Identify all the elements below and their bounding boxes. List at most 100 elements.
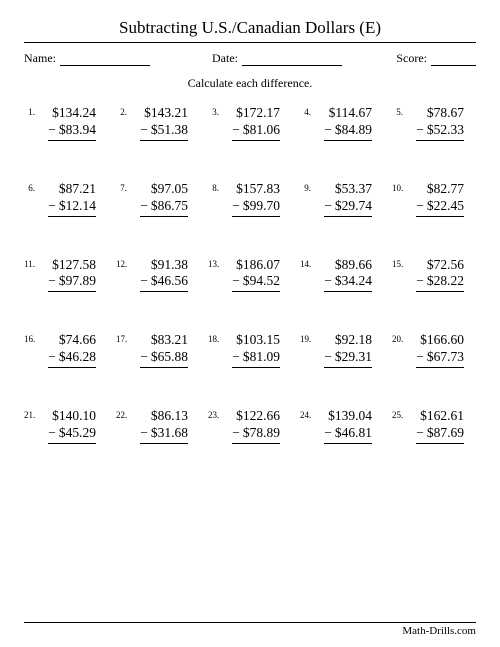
subtrahend: $46.56 [151, 273, 188, 290]
problem-number: 8. [208, 181, 222, 193]
minus-sign: − [140, 273, 148, 290]
minus-sign: − [232, 273, 240, 290]
subtrahend: $12.14 [59, 198, 96, 215]
problem-number: 10. [392, 181, 406, 193]
minus-sign: − [324, 273, 332, 290]
minuend: $162.61 [420, 408, 464, 425]
minus-sign: − [324, 122, 332, 139]
problem: 13. $186.07−$94.52 [208, 257, 292, 293]
subtrahend-row: −$94.52 [232, 273, 280, 292]
problem-number: 23. [208, 408, 222, 420]
subtrahend: $83.94 [59, 122, 96, 139]
minuend: $86.13 [151, 408, 188, 425]
subtrahend: $22.45 [427, 198, 464, 215]
problem-stack: $140.10−$45.29 [38, 408, 96, 444]
subtrahend: $99.70 [243, 198, 280, 215]
subtrahend-row: −$45.29 [48, 425, 96, 444]
subtrahend-row: −$12.14 [48, 198, 96, 217]
minuend: $91.38 [151, 257, 188, 274]
problem-stack: $103.15−$81.09 [222, 332, 280, 368]
subtrahend-row: −$52.33 [416, 122, 464, 141]
problem-number: 5. [392, 105, 406, 117]
subtrahend: $84.89 [335, 122, 372, 139]
subtrahend: $31.68 [151, 425, 188, 442]
page-title: Subtracting U.S./Canadian Dollars (E) [24, 18, 476, 38]
problem: 2.$143.21−$51.38 [116, 105, 200, 141]
subtrahend: $67.73 [427, 349, 464, 366]
minus-sign: − [140, 349, 148, 366]
subtrahend-row: −$81.09 [232, 349, 280, 368]
problem-stack: $134.24−$83.94 [38, 105, 96, 141]
date-label: Date: [212, 51, 238, 66]
minus-sign: − [416, 122, 424, 139]
problem-number: 1. [24, 105, 38, 117]
score-blank[interactable] [431, 54, 476, 66]
subtrahend-row: −$67.73 [416, 349, 464, 368]
problem-number: 13. [208, 257, 222, 269]
minuend: $127.58 [52, 257, 96, 274]
problem-number: 12. [116, 257, 130, 269]
minus-sign: − [48, 349, 56, 366]
footer: Math-Drills.com [24, 622, 476, 637]
problem-stack: $86.13−$31.68 [130, 408, 188, 444]
minuend: $87.21 [59, 181, 96, 198]
problem-number: 11. [24, 257, 38, 269]
problem-number: 25. [392, 408, 406, 420]
minus-sign: − [324, 349, 332, 366]
problem-stack: $92.18−$29.31 [314, 332, 372, 368]
problem: 4.$114.67−$84.89 [300, 105, 384, 141]
minus-sign: − [140, 122, 148, 139]
date-blank[interactable] [242, 54, 342, 66]
subtrahend: $51.38 [151, 122, 188, 139]
problem-number: 24. [300, 408, 314, 420]
minuend: $166.60 [420, 332, 464, 349]
subtrahend: $78.89 [243, 425, 280, 442]
problem-stack: $87.21−$12.14 [38, 181, 96, 217]
problem: 6.$87.21−$12.14 [24, 181, 108, 217]
subtrahend-row: −$81.06 [232, 122, 280, 141]
problem-stack: $122.66−$78.89 [222, 408, 280, 444]
subtrahend: $46.28 [59, 349, 96, 366]
subtrahend-row: −$78.89 [232, 425, 280, 444]
subtrahend-row: −$97.89 [48, 273, 96, 292]
problem-stack: $143.21−$51.38 [130, 105, 188, 141]
problem: 15.$72.56−$28.22 [392, 257, 476, 293]
minuend: $143.21 [144, 105, 188, 122]
minuend: $89.66 [335, 257, 372, 274]
problem-stack: $139.04−$46.81 [314, 408, 372, 444]
minus-sign: − [416, 273, 424, 290]
minus-sign: − [232, 349, 240, 366]
minus-sign: − [416, 425, 424, 442]
problem: 12. $91.38−$46.56 [116, 257, 200, 293]
subtrahend: $52.33 [427, 122, 464, 139]
problem-number: 16. [24, 332, 38, 344]
subtrahend-row: −$86.75 [140, 198, 188, 217]
problem: 22.$86.13−$31.68 [116, 408, 200, 444]
problem-stack: $172.17−$81.06 [222, 105, 280, 141]
instruction-text: Calculate each difference. [24, 76, 476, 91]
problems-grid: 1.$134.24−$83.942.$143.21−$51.383.$172.1… [24, 105, 476, 444]
problem: 8.$157.83−$99.70 [208, 181, 292, 217]
minuend: $186.07 [236, 257, 280, 274]
score-label: Score: [396, 51, 427, 66]
problem: 25.$162.61−$87.69 [392, 408, 476, 444]
subtrahend-row: −$84.89 [324, 122, 372, 141]
subtrahend-row: −$83.94 [48, 122, 96, 141]
meta-row: Name: Date: Score: [24, 51, 476, 66]
minus-sign: − [232, 425, 240, 442]
problem: 16.$74.66−$46.28 [24, 332, 108, 368]
minus-sign: − [48, 273, 56, 290]
subtrahend-row: −$46.81 [324, 425, 372, 444]
subtrahend-row: −$22.45 [416, 198, 464, 217]
problem-stack: $53.37−$29.74 [314, 181, 372, 217]
problem: 1.$134.24−$83.94 [24, 105, 108, 141]
name-blank[interactable] [60, 54, 150, 66]
problem: 21.$140.10−$45.29 [24, 408, 108, 444]
problem-number: 3. [208, 105, 222, 117]
minuend: $114.67 [329, 105, 372, 122]
problem-stack: $166.60−$67.73 [406, 332, 464, 368]
problem-number: 19. [300, 332, 314, 344]
subtrahend: $81.06 [243, 122, 280, 139]
problem: 10.$82.77−$22.45 [392, 181, 476, 217]
minuend: $157.83 [236, 181, 280, 198]
